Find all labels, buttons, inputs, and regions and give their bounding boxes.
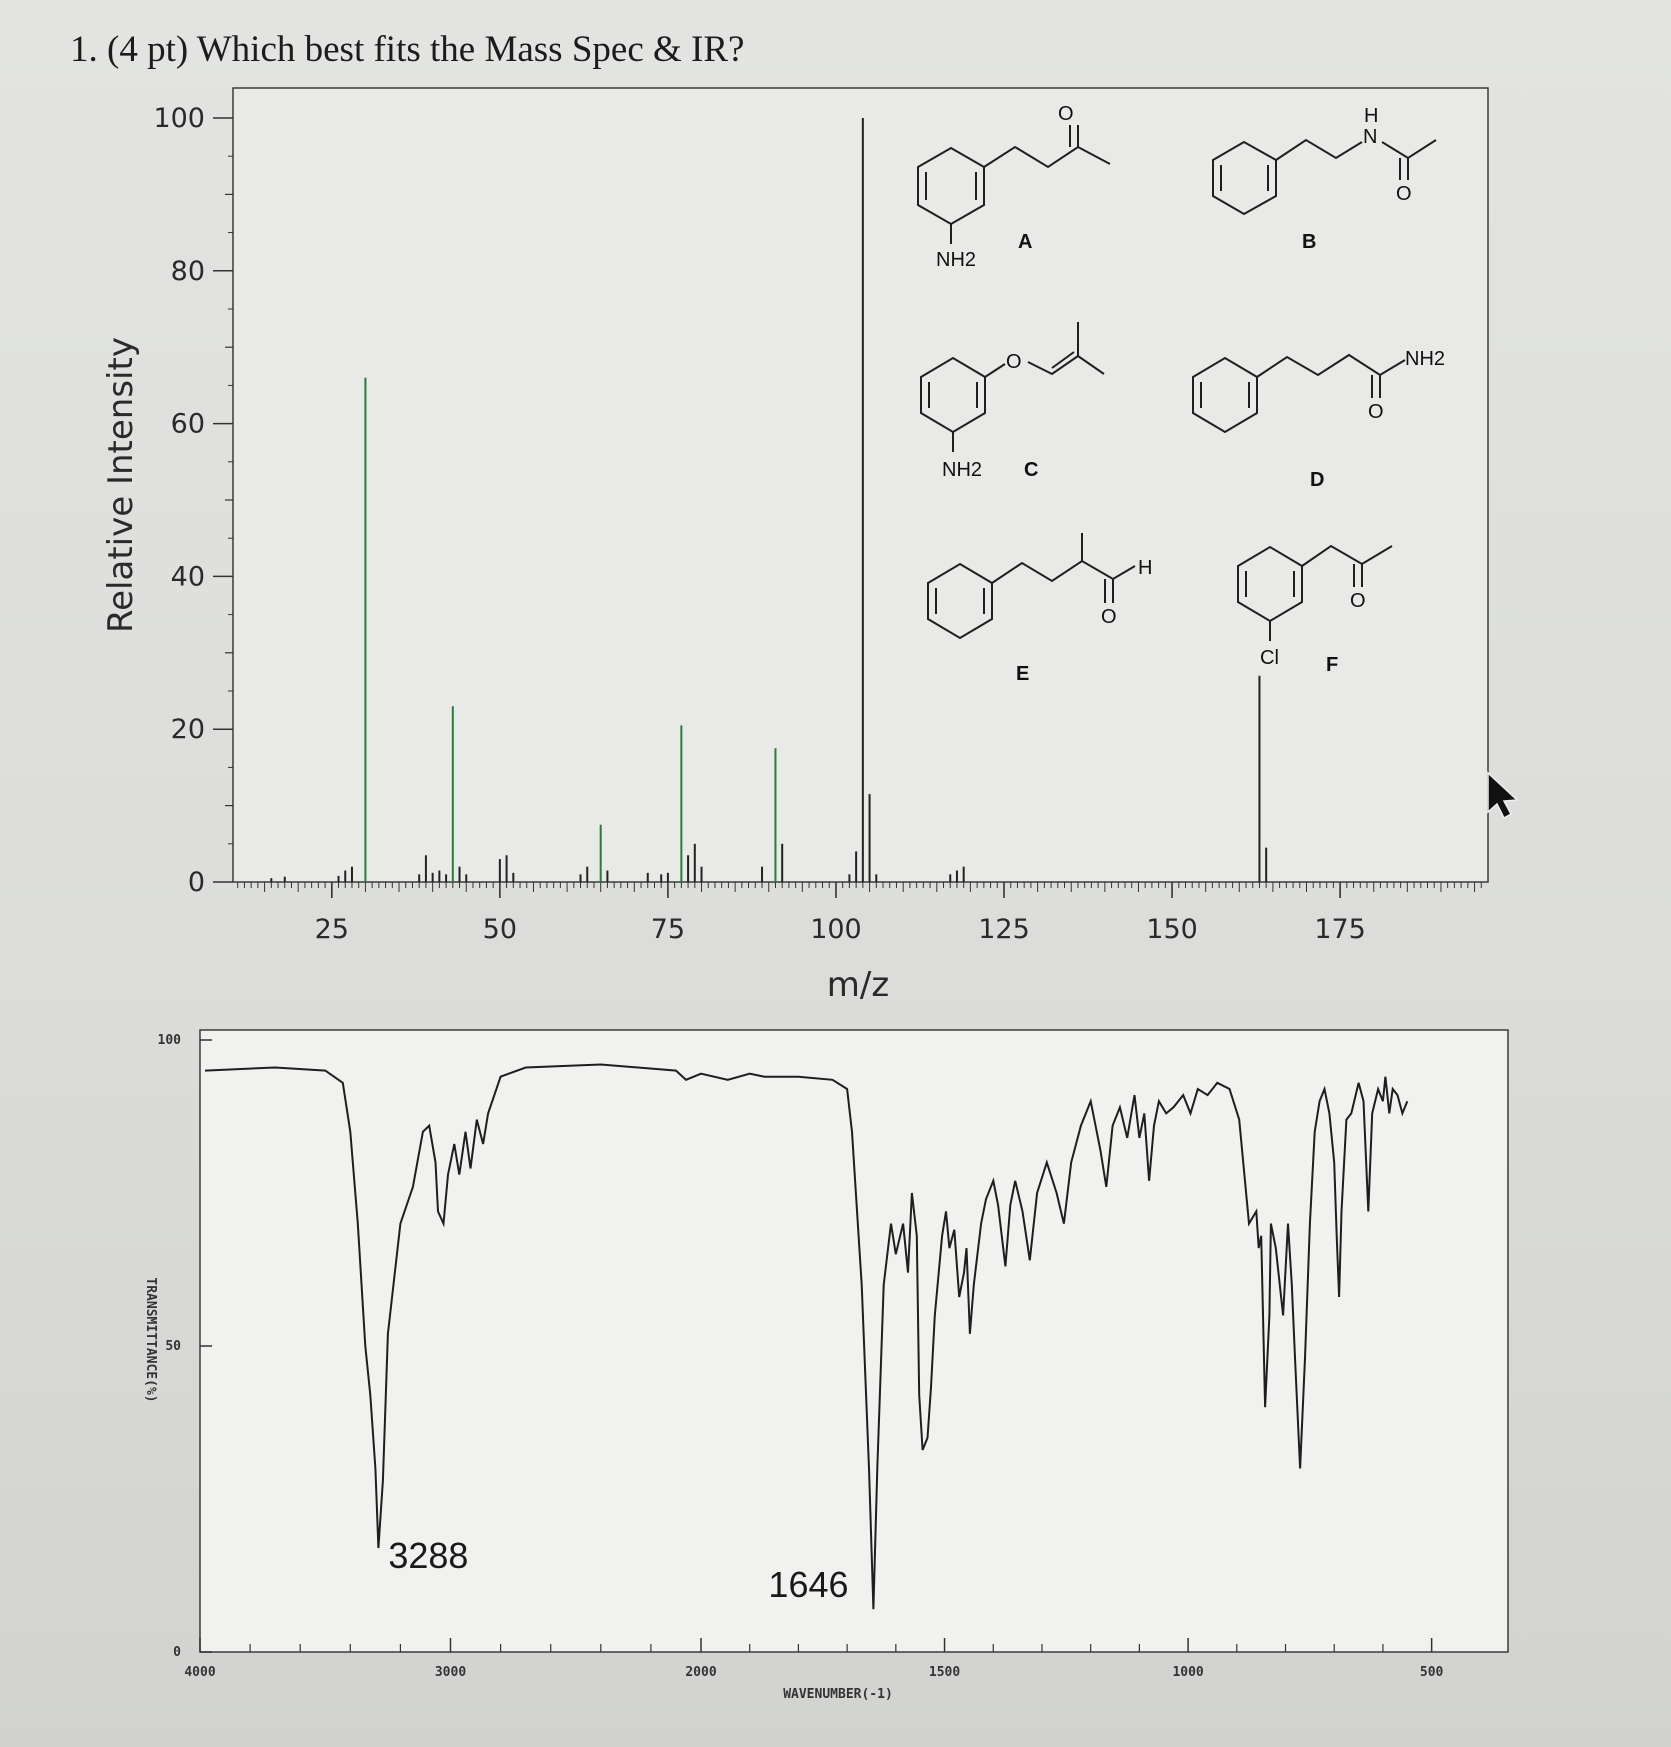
ms-x-tick-label: 25 xyxy=(315,914,349,945)
ms-peaks xyxy=(270,118,1268,882)
ir-x-ticks: 4000 3000 2000 1500 1000 500 xyxy=(184,1638,1444,1680)
structure-e xyxy=(927,533,1136,640)
ms-y-tick-label: 40 xyxy=(171,561,205,592)
ms-x-tick-label: 75 xyxy=(651,914,685,945)
structure-d-oxygen: O xyxy=(1368,401,1384,423)
ir-y-ticks: 0 50 100 xyxy=(158,1033,212,1660)
structure-a xyxy=(917,125,1111,244)
structure-e-oxygen: O xyxy=(1101,606,1117,628)
ms-y-tick-label: 0 xyxy=(188,867,205,898)
ms-x-tick-label: 175 xyxy=(1314,914,1366,945)
ms-plot-frame xyxy=(232,87,1489,883)
structure-c xyxy=(920,322,1105,452)
ir-x-tick-label: 4000 xyxy=(184,1665,215,1680)
ir-spectrum-line xyxy=(204,1063,1409,1610)
ir-x-tick-label: 1500 xyxy=(929,1665,960,1680)
benzene-ring-a xyxy=(917,146,985,226)
structure-a-letter: A xyxy=(1018,231,1032,253)
structure-d-nh2: NH2 xyxy=(1405,348,1445,370)
ir-y-tick-label: 0 xyxy=(173,1645,181,1660)
ir-plot-frame xyxy=(199,1029,1509,1653)
ms-x-tick-label: 125 xyxy=(978,914,1030,945)
question-text: 1. (4 pt) Which best fits the Mass Spec … xyxy=(70,29,745,70)
ir-peak-label: 1646 xyxy=(768,1564,848,1605)
mouse-pointer-icon xyxy=(1487,771,1519,820)
ir-y-tick-label: 100 xyxy=(158,1033,182,1048)
structure-e-h: H xyxy=(1138,557,1152,579)
structure-d-letter: D xyxy=(1310,469,1324,491)
benzene-ring-b xyxy=(1212,140,1277,216)
benzene-ring-c xyxy=(920,356,986,434)
structure-b-h: H xyxy=(1364,105,1378,127)
ms-x-tick-label: 150 xyxy=(1146,914,1198,945)
structure-c-oxygen: O xyxy=(1006,351,1022,373)
ir-peak-annotations: 3288 1646 xyxy=(388,1535,848,1605)
structure-c-nh2: NH2 xyxy=(942,459,982,481)
structure-b-oxygen: O xyxy=(1396,183,1412,205)
structure-f-cl: Cl xyxy=(1260,647,1279,669)
structure-e-letter: E xyxy=(1016,663,1029,685)
ms-x-axis-label: m/z xyxy=(827,965,889,1005)
ir-x-tick-label: 500 xyxy=(1420,1665,1444,1680)
ms-y-ticks: 0 20 40 60 80 100 xyxy=(153,103,233,898)
structure-f-letter: F xyxy=(1326,654,1338,676)
structure-f xyxy=(1237,544,1393,641)
ms-x-tick-label: 100 xyxy=(810,914,862,945)
ir-x-tick-label: 2000 xyxy=(685,1665,716,1680)
structure-options xyxy=(917,125,1437,641)
ir-y-tick-label: 50 xyxy=(165,1339,181,1354)
ir-x-tick-label: 1000 xyxy=(1172,1665,1203,1680)
ms-y-tick-label: 60 xyxy=(171,409,205,440)
benzene-ring-e xyxy=(927,562,993,640)
ir-x-tick-label: 3000 xyxy=(435,1665,466,1680)
structure-b-letter: B xyxy=(1302,231,1316,253)
ir-peak-label: 3288 xyxy=(388,1535,468,1576)
structure-f-oxygen: O xyxy=(1350,590,1366,612)
ms-y-tick-label: 20 xyxy=(171,714,205,745)
structure-b xyxy=(1212,138,1437,216)
structure-a-nh2: NH2 xyxy=(936,249,976,271)
structure-d xyxy=(1192,353,1406,434)
structure-c-letter: C xyxy=(1024,459,1038,481)
ir-y-axis-label: TRANSMITTANCE(%) xyxy=(143,1277,158,1402)
ms-x-ticks: 25 50 75 100 125 150 175 xyxy=(237,882,1482,945)
benzene-ring-f xyxy=(1237,545,1303,623)
ms-y-tick-label: 100 xyxy=(153,103,205,134)
structure-a-oxygen: O xyxy=(1058,103,1074,125)
ir-x-axis-label: WAVENUMBER(-1) xyxy=(783,1687,893,1702)
structure-b-n: N xyxy=(1363,126,1377,148)
benzene-ring-d xyxy=(1192,356,1258,434)
mass-spectrum-chart: 0 20 40 60 80 100 25 50 75 100 125 150 175 Relative… xyxy=(101,87,1489,1005)
ms-x-tick-label: 50 xyxy=(483,914,517,945)
ms-y-tick-label: 80 xyxy=(171,256,205,287)
ms-y-axis-label: Relative Intensity xyxy=(101,337,141,633)
